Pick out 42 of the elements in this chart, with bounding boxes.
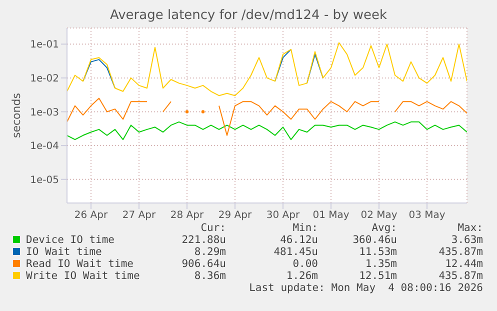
legend-label: IO Wait time <box>26 246 102 258</box>
y-tick-label: 1e-04 <box>30 141 59 152</box>
text: 906.64u <box>182 258 226 270</box>
text: 435.87m <box>438 246 483 258</box>
y-tick-label: 1e-01 <box>30 40 59 51</box>
y-tick-label: 1e-05 <box>30 174 59 186</box>
text: Avg: <box>372 222 397 234</box>
text: 3.63m <box>451 234 483 246</box>
legend-label: Device IO time <box>26 234 115 246</box>
x-tick-label: 30 Apr <box>266 210 300 222</box>
y-tick-label: 1e-03 <box>30 107 59 118</box>
line-series <box>67 42 467 96</box>
text: Cur: <box>200 222 226 234</box>
text: Last update: Mon May 4 08:00:16 2026 <box>249 282 483 294</box>
text: 12.44m <box>445 258 483 270</box>
legend-label: Write IO Wait time <box>26 270 140 282</box>
text: 481.45u <box>274 246 318 258</box>
text: 8.36m <box>194 270 226 282</box>
text: 1.35m <box>365 258 397 270</box>
text: 11.53m <box>359 246 397 258</box>
x-tick-label: 26 Apr <box>74 210 108 222</box>
legend-label: Read IO Wait time <box>26 258 134 270</box>
text: Max: <box>458 222 483 234</box>
text: 8.29m <box>194 246 226 258</box>
x-tick-label: 02 May <box>360 210 398 222</box>
x-tick-label: 27 Apr <box>122 210 156 222</box>
line-series <box>67 121 467 140</box>
x-tick-label: 28 Apr <box>170 210 204 222</box>
text: Min: <box>292 222 318 234</box>
text: 12.51m <box>359 270 397 282</box>
x-tick-label: 03 May <box>408 210 446 222</box>
x-tick-label: 01 May <box>312 210 350 222</box>
text: 0.00 <box>292 258 318 270</box>
text: 46.12u <box>280 234 318 246</box>
text: 1.26m <box>286 270 318 282</box>
text: 435.87m <box>438 270 483 282</box>
y-tick-label: 1e-02 <box>30 73 59 84</box>
chart-title: Average latency for /dev/md124 - by week <box>108 8 388 23</box>
text: 221.88u <box>182 234 226 246</box>
x-tick-label: 29 Apr <box>218 210 252 222</box>
text: 360.46u <box>352 234 397 246</box>
y-axis-title: seconds <box>10 92 23 138</box>
